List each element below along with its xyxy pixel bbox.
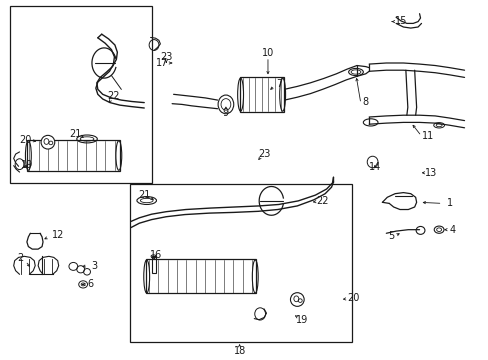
Text: 8: 8 (362, 96, 368, 107)
Text: 22: 22 (107, 91, 120, 102)
Text: 21: 21 (138, 190, 150, 201)
Text: 4: 4 (448, 225, 454, 235)
Text: 19: 19 (295, 315, 308, 325)
Text: 23: 23 (257, 149, 270, 159)
Text: 23: 23 (160, 52, 172, 62)
Bar (27, 140, 120, 171)
Bar (10, 6, 151, 183)
Text: 14: 14 (368, 162, 381, 172)
Text: 9: 9 (223, 108, 228, 118)
Text: 5: 5 (387, 231, 393, 241)
Text: 13: 13 (424, 168, 437, 178)
Text: 6: 6 (87, 279, 93, 289)
Text: 7: 7 (276, 79, 282, 89)
Text: 3: 3 (91, 261, 97, 271)
Text: 10: 10 (261, 48, 274, 58)
Text: 11: 11 (421, 131, 433, 141)
Text: 20: 20 (19, 135, 32, 145)
Bar (129, 184, 351, 342)
Text: 17: 17 (156, 58, 168, 68)
Bar (151, 256, 155, 273)
Text: 22: 22 (316, 196, 328, 206)
Bar (239, 77, 283, 112)
Ellipse shape (290, 293, 304, 306)
Text: 1: 1 (446, 198, 452, 208)
Bar (145, 259, 255, 293)
Text: 19: 19 (20, 160, 33, 170)
Ellipse shape (41, 135, 55, 149)
Text: 12: 12 (51, 230, 64, 240)
Text: 20: 20 (346, 293, 359, 303)
Text: 18: 18 (233, 346, 245, 356)
Text: 2: 2 (18, 253, 23, 264)
Text: 21: 21 (69, 129, 82, 139)
Text: 16: 16 (150, 250, 163, 260)
Text: 15: 15 (394, 16, 407, 26)
